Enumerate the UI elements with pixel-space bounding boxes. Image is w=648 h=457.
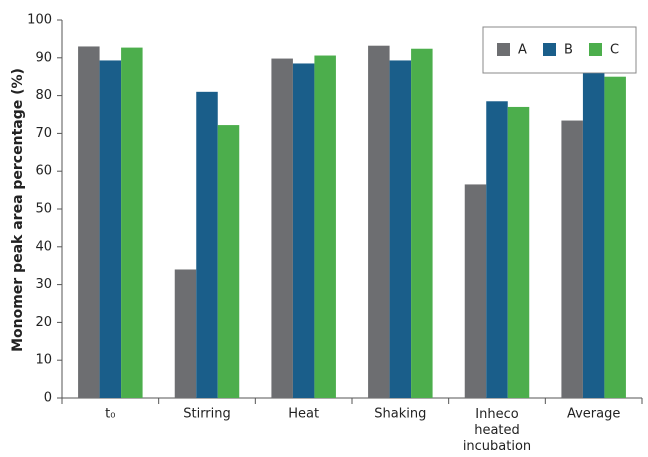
bar bbox=[78, 46, 100, 399]
legend-label: C bbox=[610, 43, 619, 58]
bar bbox=[604, 76, 626, 398]
bar bbox=[99, 60, 122, 399]
bar bbox=[196, 91, 218, 398]
bar bbox=[368, 45, 390, 398]
bar bbox=[292, 63, 315, 398]
legend-swatch bbox=[543, 43, 556, 56]
y-tick-label: 90 bbox=[35, 50, 52, 65]
y-tick-label: 40 bbox=[35, 239, 52, 254]
y-tick-label: 0 bbox=[44, 391, 52, 406]
legend-label: A bbox=[518, 43, 527, 58]
y-axis-label: Monomer peak area percentage (%) bbox=[10, 68, 26, 352]
y-tick-label: 10 bbox=[35, 353, 52, 368]
bar bbox=[121, 47, 143, 399]
y-tick-label: 80 bbox=[35, 88, 52, 103]
bar bbox=[271, 58, 293, 398]
x-tick-label: t₀ bbox=[105, 407, 115, 422]
bar bbox=[561, 120, 583, 398]
bar bbox=[217, 125, 240, 399]
y-tick-label: 50 bbox=[35, 202, 52, 217]
y-tick-label: 70 bbox=[35, 126, 52, 141]
x-tick-label: Heat bbox=[288, 407, 319, 422]
bar bbox=[174, 269, 197, 398]
bar bbox=[486, 101, 508, 399]
y-tick-label: 100 bbox=[27, 13, 52, 28]
bar bbox=[389, 60, 412, 399]
y-tick-label: 30 bbox=[35, 277, 52, 292]
y-tick-label: 60 bbox=[35, 164, 52, 179]
x-tick-label: Average bbox=[567, 407, 620, 422]
legend-label: B bbox=[564, 43, 573, 58]
bar bbox=[507, 106, 530, 398]
bar bbox=[464, 184, 487, 398]
legend-swatch bbox=[497, 43, 510, 56]
y-tick-label: 20 bbox=[35, 315, 52, 330]
legend-swatch bbox=[589, 43, 602, 56]
x-tick-label: Inheco heated incubation bbox=[463, 407, 531, 454]
bar bbox=[582, 73, 605, 398]
bar bbox=[314, 55, 336, 398]
bar bbox=[411, 48, 433, 399]
x-tick-label: Shaking bbox=[374, 407, 426, 422]
x-tick-label: Stirring bbox=[183, 407, 231, 422]
